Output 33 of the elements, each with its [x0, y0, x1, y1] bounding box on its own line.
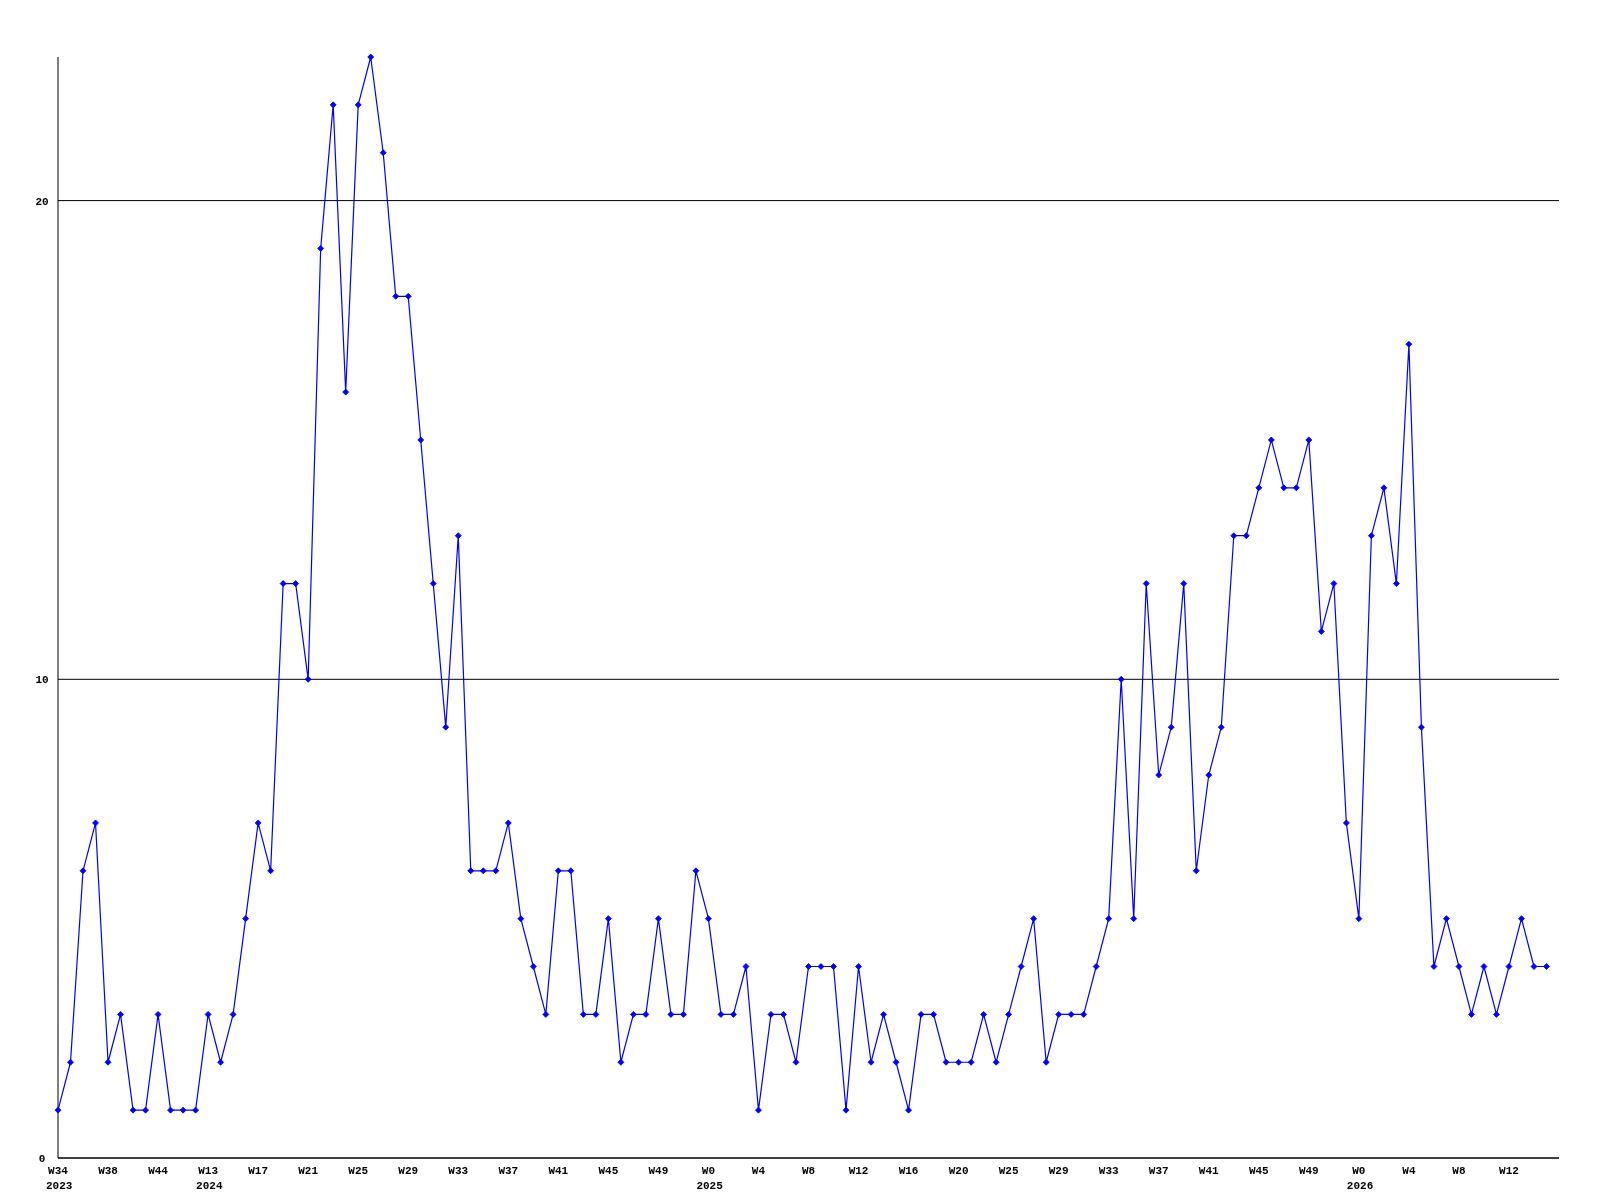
x-tick-label: W34 2023 — [46, 1165, 73, 1192]
x-tick-label: W20 — [948, 1165, 969, 1177]
x-tick-label: W37 — [498, 1165, 519, 1177]
x-tick-label: W29 — [398, 1165, 419, 1177]
x-tick-label: W12 — [1499, 1165, 1519, 1177]
x-tick-label: W37 — [1148, 1165, 1169, 1177]
x-tick-label: W16 — [898, 1165, 919, 1177]
x-tick-label: W38 — [98, 1165, 119, 1177]
x-tick-label: W45 — [1248, 1165, 1270, 1177]
x-tick-label: W33 — [448, 1165, 469, 1177]
x-tick-label: W49 — [648, 1165, 669, 1177]
y-tick-label: 20 — [35, 195, 49, 208]
x-tick-label: W41 — [1198, 1165, 1220, 1177]
y-tick-label: 0 — [38, 1153, 46, 1165]
x-tick-label: W25 — [348, 1165, 369, 1177]
x-tick-label: W41 — [548, 1165, 569, 1177]
x-tick-label: W25 — [998, 1165, 1019, 1177]
x-tick-label: W0 2026 — [1346, 1165, 1374, 1192]
x-tick-label: W21 — [298, 1165, 319, 1177]
x-tick-label: W4 — [751, 1165, 766, 1177]
x-tick-label: W8 — [1452, 1165, 1466, 1177]
x-tick-label: W44 — [148, 1165, 169, 1177]
x-tick-label: W49 — [1298, 1165, 1319, 1177]
x-tick-label: W33 — [1098, 1165, 1119, 1177]
x-tick-label: W4 — [1402, 1165, 1416, 1177]
x-tick-label: W29 — [1048, 1165, 1069, 1177]
x-tick-label: W12 — [848, 1165, 869, 1177]
x-tick-label: W0 2025 — [696, 1165, 724, 1192]
y-tick-label: 10 — [35, 674, 49, 687]
x-tick-label: W13 2024 — [196, 1165, 223, 1192]
x-tick-label: W8 — [801, 1165, 816, 1177]
x-tick-label: W17 — [248, 1165, 269, 1177]
x-tick-label: W45 — [598, 1165, 619, 1177]
